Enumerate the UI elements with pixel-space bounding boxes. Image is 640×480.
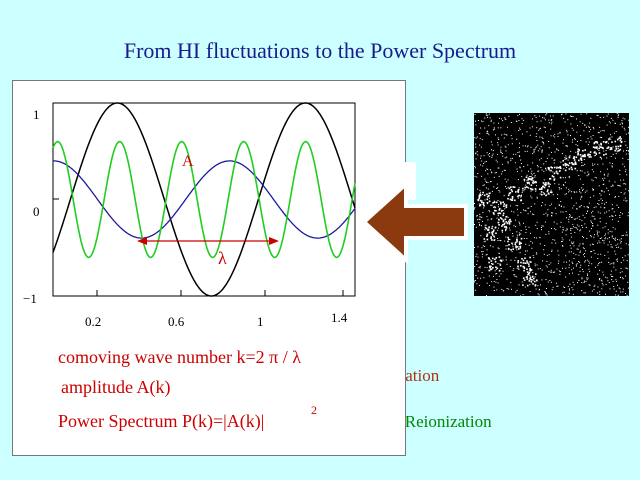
amplitude-label: A: [182, 153, 194, 170]
wave-diagram-card: A λ 1 0 −1 0.2 0.6 1 1.4 comoving wave n…: [12, 80, 406, 456]
wavelength-arrow-left-head: [137, 237, 147, 245]
wave-black: [52, 102, 356, 297]
x-tick-label: 0.2: [85, 314, 101, 329]
amplitude-definition-label: amplitude A(k): [61, 377, 171, 397]
x-tick-label: 1.4: [331, 310, 348, 325]
wavelength-label: λ: [218, 248, 227, 268]
wave-plot: A λ 1 0 −1 0.2 0.6 1 1.4: [23, 102, 356, 329]
wave-blue: [53, 160, 356, 239]
y-tick-label: 1: [33, 107, 40, 122]
power-spectrum-label: Power Spectrum P(k)=|A(k)|: [58, 411, 265, 431]
power-spectrum-exponent: 2: [311, 403, 317, 417]
x-tick-label: 1: [257, 314, 264, 329]
x-tick-label: 0.6: [168, 314, 185, 329]
hidden-bullet-fragment-2: g Reionization: [392, 412, 492, 431]
hi-density-field-image: [474, 113, 629, 296]
y-tick-label: 0: [33, 204, 40, 219]
plot-ticks: [53, 102, 344, 297]
wavelength-arrow-right-head: [269, 237, 279, 245]
wave-green: [52, 140, 356, 259]
y-tick-label: −1: [23, 291, 37, 306]
page-title: From HI fluctuations to the Power Spectr…: [123, 38, 517, 63]
wave-number-label: comoving wave number k=2 π / λ: [58, 347, 301, 367]
left-arrow-icon: [361, 180, 468, 265]
